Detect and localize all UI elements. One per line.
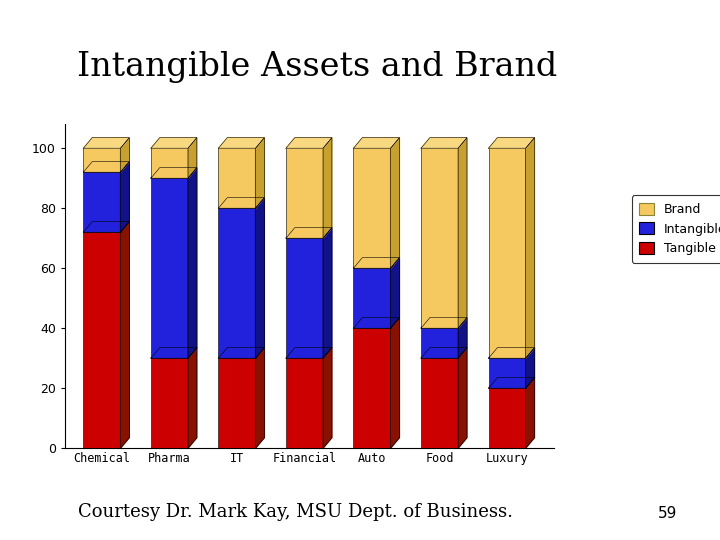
Polygon shape [489,348,534,358]
Polygon shape [458,348,467,448]
Polygon shape [526,138,534,358]
Polygon shape [391,258,400,328]
Polygon shape [489,377,534,388]
Polygon shape [218,198,264,208]
Polygon shape [84,138,130,148]
Polygon shape [188,168,197,358]
Bar [218,148,256,208]
Polygon shape [151,348,197,358]
Bar [218,208,256,358]
Bar [151,148,188,178]
Polygon shape [120,161,130,232]
Polygon shape [458,138,467,328]
Polygon shape [421,318,467,328]
Bar [151,178,188,358]
Polygon shape [354,138,400,148]
Bar [286,238,323,358]
Polygon shape [526,377,534,448]
Bar [421,328,458,358]
Polygon shape [489,138,534,148]
Bar [421,358,458,448]
Bar [489,358,526,388]
Bar [421,148,458,328]
Bar [286,358,323,448]
Polygon shape [391,138,400,268]
Polygon shape [526,348,534,388]
Polygon shape [84,161,130,172]
Polygon shape [286,138,332,148]
Polygon shape [323,228,332,358]
Polygon shape [218,348,264,358]
Polygon shape [286,348,332,358]
Polygon shape [256,138,264,208]
Bar [354,148,391,268]
Text: 59: 59 [657,506,677,521]
Polygon shape [391,318,400,448]
Polygon shape [458,318,467,358]
Bar [489,388,526,448]
Polygon shape [151,138,197,148]
Polygon shape [84,222,130,232]
Polygon shape [188,138,197,178]
Polygon shape [151,168,197,178]
Polygon shape [421,348,467,358]
Polygon shape [286,228,332,238]
Polygon shape [120,222,130,448]
Legend: Brand, Intangible, Tangible: Brand, Intangible, Tangible [631,195,720,262]
Bar [218,358,256,448]
Polygon shape [256,198,264,358]
Text: Courtesy Dr. Mark Kay, MSU Dept. of Business.: Courtesy Dr. Mark Kay, MSU Dept. of Busi… [78,503,513,521]
Bar [354,268,391,328]
Bar [84,232,120,448]
Polygon shape [120,138,130,172]
Polygon shape [218,138,264,148]
Polygon shape [354,258,400,268]
Bar [84,148,120,172]
Polygon shape [354,318,400,328]
Polygon shape [256,348,264,448]
Polygon shape [188,348,197,448]
Polygon shape [421,138,467,148]
Bar [354,328,391,448]
Bar [286,148,323,238]
Bar [151,358,188,448]
Polygon shape [323,138,332,238]
Bar [84,172,120,232]
Bar [489,148,526,358]
Polygon shape [323,348,332,448]
Text: Intangible Assets and Brand: Intangible Assets and Brand [76,51,557,83]
